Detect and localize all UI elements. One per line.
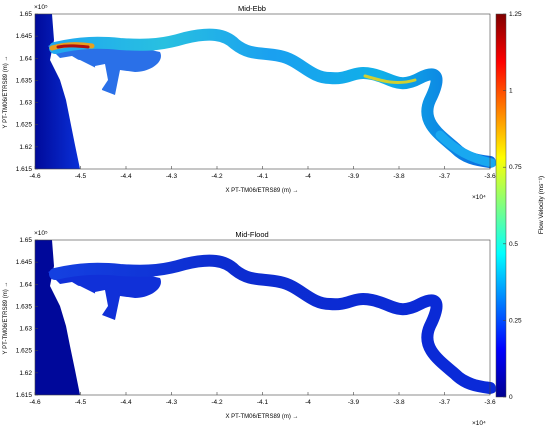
x-tick-label: -4.6 [29, 399, 41, 406]
x-tick-label: -4.1 [257, 399, 269, 406]
y-tick-label: 1.625 [16, 122, 33, 129]
x-tick-label: -4 [305, 399, 311, 406]
x-tick-label: -4.2 [211, 399, 223, 406]
y-tick-label: 1.64 [19, 55, 32, 62]
land-patch [95, 290, 108, 318]
y-tick-label: 1.63 [19, 326, 32, 333]
velocity-field-mid-ebb [35, 14, 497, 169]
y-axis: 1.615 1.62 1.625 1.63 1.635 1.64 1.645 1.65 [16, 237, 38, 399]
y-tick-label: 1.625 [16, 348, 33, 355]
x-tick-label: -3.9 [348, 173, 360, 180]
colorbar-tick-label: 1.25 [509, 11, 522, 18]
x-tick-label: -4.4 [120, 173, 132, 180]
sea-region [35, 14, 80, 169]
land-patch [95, 64, 108, 92]
x-tick-label: -4.1 [257, 173, 269, 180]
x-tick-label: -4.5 [75, 399, 87, 406]
y-axis-label: Y PT-TM06/ETRS89 (m) → [3, 56, 9, 129]
y-tick-label: 1.65 [19, 11, 32, 18]
y-tick-label: 1.65 [19, 237, 32, 244]
y-tick-label: 1.635 [16, 77, 33, 84]
y-tick-label: 1.62 [19, 370, 32, 377]
panel-title: Mid-Flood [235, 230, 268, 239]
y-tick-label: 1.63 [19, 100, 32, 107]
y-tick-label: 1.635 [16, 303, 33, 310]
x-axis-label: X PT-TM06/ETRS89 (m) → [225, 414, 298, 420]
x-tick-label: -3.8 [393, 173, 405, 180]
y-exponent-label: ×10⁵ [34, 4, 48, 11]
x-axis-label: X PT-TM06/ETRS89 (m) → [225, 188, 298, 194]
y-axis-label: Y PT-TM06/ETRS89 (m) → [3, 282, 9, 355]
peak-velocity-core [56, 44, 90, 49]
y-tick-label: 1.615 [16, 166, 33, 173]
colorbar-tick-label: 0.75 [509, 164, 522, 171]
land-patch [60, 282, 82, 298]
colorbar-tick-label: 1 [509, 88, 513, 95]
x-exponent-label: ×10⁴ [472, 194, 486, 201]
x-tick-label: -4.6 [29, 173, 41, 180]
colorbar-tick-label: 0 [509, 394, 513, 401]
colorbar: 0 0.25 0.5 0.75 1 1.25 Flow Velocity (ms⁻¹) [495, 11, 545, 401]
x-tick-label: -3.7 [439, 173, 451, 180]
x-tick-label: -4 [305, 173, 311, 180]
y-exponent-label: ×10⁵ [34, 230, 48, 237]
velocity-field-mid-flood [35, 240, 497, 395]
high-velocity-bend [363, 74, 417, 84]
x-tick-label: -4.3 [166, 173, 178, 180]
colorbar-tick-label: 0.5 [509, 241, 518, 248]
x-tick-label: -4.2 [211, 173, 223, 180]
y-tick-label: 1.615 [16, 392, 33, 399]
x-axis: -4.6 -4.5 -4.4 -4.3 -4.2 -4.1 -4 -3.9 -3.8 -3.7 -3… [29, 166, 496, 180]
x-tick-label: -3.9 [348, 399, 360, 406]
river-channel [49, 254, 496, 394]
x-tick-label: -4.4 [120, 399, 132, 406]
x-axis: -4.6 -4.5 -4.4 -4.3 -4.2 -4.1 -4 -3.9 -3.8 -3.7 -3… [29, 392, 496, 406]
river-channel [49, 28, 496, 168]
x-tick-label: -3.8 [393, 399, 405, 406]
x-tick-label: -3.6 [484, 173, 496, 180]
x-tick-label: -4.3 [166, 399, 178, 406]
x-tick-label: -4.5 [75, 173, 87, 180]
river-tail [435, 356, 497, 394]
land-patch [60, 56, 82, 72]
x-exponent-label: ×10⁴ [472, 420, 486, 427]
sea-region [35, 240, 80, 395]
y-axis: 1.615 1.62 1.625 1.63 1.635 1.64 1.645 1.65 [16, 11, 38, 173]
y-tick-label: 1.645 [16, 259, 33, 266]
colorbar-gradient [495, 13, 507, 398]
y-tick-label: 1.62 [19, 144, 32, 151]
y-tick-label: 1.64 [19, 281, 32, 288]
colorbar-tick-label: 0.25 [509, 317, 522, 324]
panel-title: Mid-Ebb [238, 4, 266, 13]
x-tick-label: -3.6 [484, 399, 496, 406]
panel-mid-ebb: Mid-Ebb ×10⁵ -4.6 -4.5 -4.4 -4.3 -4.2 -4.1 -4-… [3, 4, 497, 201]
colorbar-label: Flow Velocity (ms⁻¹) [538, 176, 545, 234]
y-tick-label: 1.645 [16, 33, 33, 40]
x-tick-label: -3.7 [439, 399, 451, 406]
colorbar-ticks: 0 0.25 0.5 0.75 1 1.25 [503, 11, 522, 401]
panel-mid-flood: Mid-Flood ×10⁵ -4.6 -4.5 -4.4 -4.3 -4.2 -4.1-… [3, 230, 497, 427]
river-tail [435, 130, 497, 168]
